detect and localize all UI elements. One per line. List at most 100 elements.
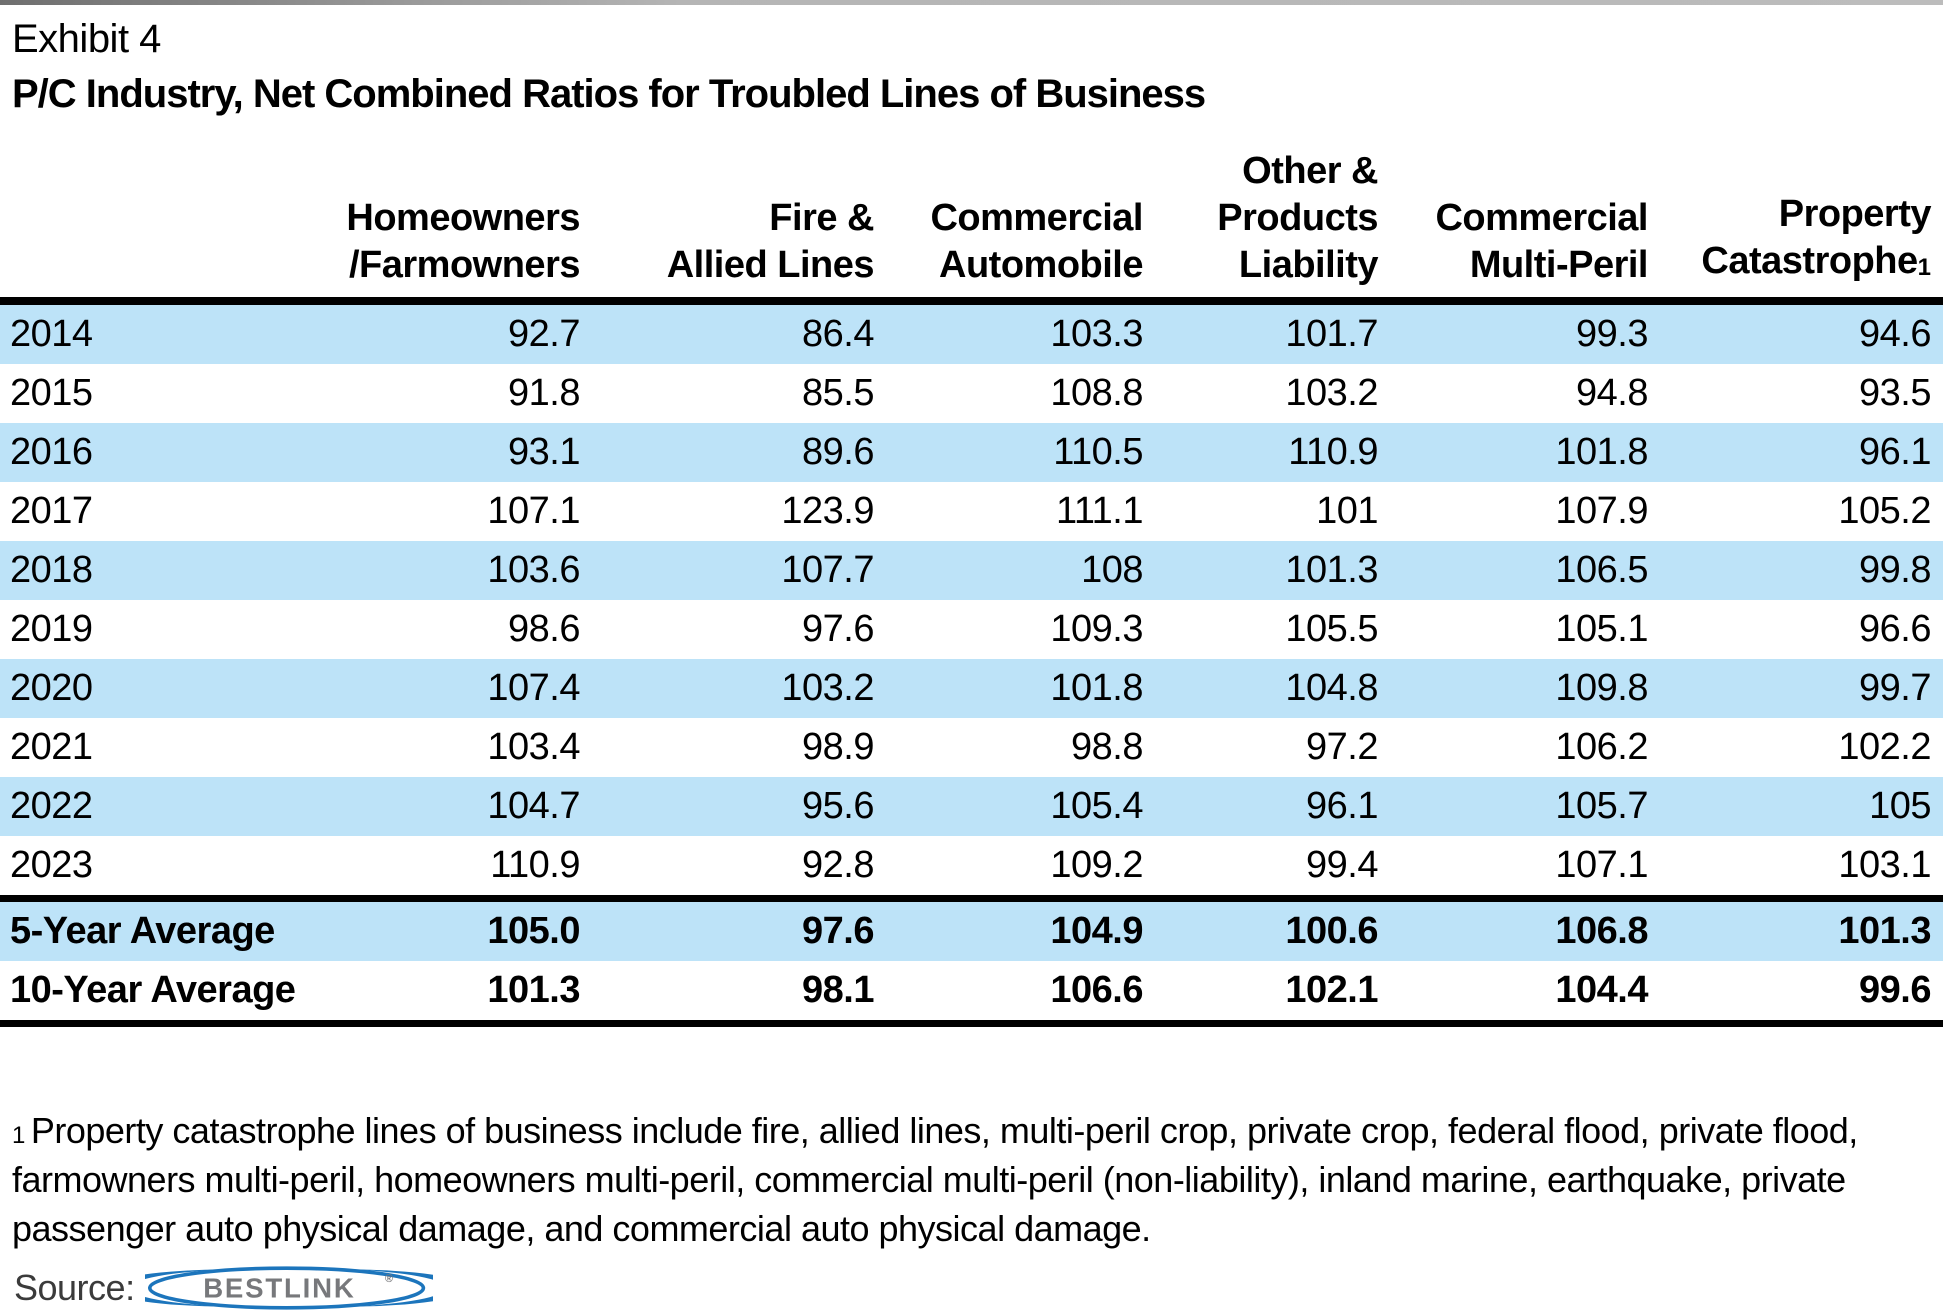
page-title: P/C Industry, Net Combined Ratios for Tr… bbox=[12, 72, 1206, 116]
col-header-line: Catastrophe1 bbox=[1701, 240, 1931, 282]
table-cell: 101.7 bbox=[1285, 313, 1378, 355]
table-cell: 101.3 bbox=[300, 961, 592, 1027]
row-label: 2020 bbox=[10, 667, 93, 709]
col-header-homeowners-farmowners: Homeowners /Farmowners bbox=[300, 117, 592, 305]
table-cell: 105.5 bbox=[1285, 608, 1378, 650]
col-header-commercial-automobile: Commercial Automobile bbox=[886, 117, 1155, 305]
table-cell: 99.3 bbox=[1576, 313, 1648, 355]
table-cell: 104.4 bbox=[1390, 961, 1660, 1027]
table-cell: 101.3 bbox=[1285, 549, 1378, 591]
table-cell: 103.2 bbox=[1285, 372, 1378, 414]
row-label: 2017 bbox=[10, 490, 93, 532]
table-cell: 105.7 bbox=[1555, 785, 1648, 827]
table-cell: 103.3 bbox=[1050, 313, 1143, 355]
table-cell: 107.4 bbox=[487, 667, 580, 709]
table-row: 2022 104.7 95.6 105.4 96.1 105.7 105 bbox=[0, 777, 1943, 836]
table-cell: 106.8 bbox=[1390, 895, 1660, 961]
header-year-column bbox=[0, 117, 300, 305]
table-cell: 94.8 bbox=[1576, 372, 1648, 414]
table-row: 2015 91.8 85.5 108.8 103.2 94.8 93.5 bbox=[0, 364, 1943, 423]
table-cell: 86.4 bbox=[802, 313, 874, 355]
table-cell: 99.7 bbox=[1859, 667, 1931, 709]
table-row: 2018 103.6 107.7 108 101.3 106.5 99.8 bbox=[0, 541, 1943, 600]
table-cell: 91.8 bbox=[508, 372, 580, 414]
table-cell: 98.9 bbox=[802, 726, 874, 768]
table-cell: 92.7 bbox=[508, 313, 580, 355]
table-cell: 96.6 bbox=[1859, 608, 1931, 650]
footnote: 1 Property catastrophe lines of business … bbox=[12, 1107, 1917, 1254]
header-row: Homeowners /Farmowners Fire & Allied Lin… bbox=[0, 117, 1943, 305]
table-cell: 106.6 bbox=[886, 961, 1155, 1027]
row-label: 10-Year Average bbox=[0, 961, 300, 1027]
row-label: 2014 bbox=[10, 313, 93, 355]
row-label: 2023 bbox=[10, 844, 93, 886]
table-cell: 111.1 bbox=[1056, 490, 1143, 532]
table-row: 2021 103.4 98.9 98.8 97.2 106.2 102.2 bbox=[0, 718, 1943, 777]
window-top-edge bbox=[0, 0, 1943, 5]
source-row: Source: BESTLINK ® bbox=[14, 1264, 1943, 1312]
table-cell: 93.5 bbox=[1859, 372, 1931, 414]
table-row: 2014 92.7 86.4 103.3 101.7 99.3 94.6 bbox=[0, 301, 1943, 364]
col-header-line: /Farmowners bbox=[348, 244, 581, 286]
row-label: 2019 bbox=[10, 608, 93, 650]
row-label: 2018 bbox=[10, 549, 93, 591]
table-row: 2016 93.1 89.6 110.5 110.9 101.8 96.1 bbox=[0, 423, 1943, 482]
col-header-line: Allied Lines bbox=[666, 244, 875, 286]
table-cell: 98.6 bbox=[508, 608, 580, 650]
table-cell: 100.6 bbox=[1155, 895, 1390, 961]
col-header-property-catastrophe: Property Catastrophe1 bbox=[1660, 117, 1943, 305]
table-cell: 96.1 bbox=[1859, 431, 1931, 473]
table-cell: 107.7 bbox=[781, 549, 874, 591]
col-header-other-products-liability: Other & Products Liability bbox=[1155, 117, 1390, 305]
table-cell: 107.9 bbox=[1555, 490, 1648, 532]
col-header-line: Products bbox=[1217, 197, 1378, 239]
table-cell: 97.2 bbox=[1306, 726, 1378, 768]
table-cell: 105.1 bbox=[1555, 608, 1648, 650]
col-header-line: Automobile bbox=[939, 244, 1143, 286]
table-cell: 104.7 bbox=[487, 785, 580, 827]
footnote-marker: 1 bbox=[12, 1122, 25, 1149]
table-cell: 101.8 bbox=[1050, 667, 1143, 709]
footnote-marker-superscript: 1 bbox=[1917, 254, 1931, 281]
table-cell: 106.5 bbox=[1555, 549, 1648, 591]
table-cell: 105.0 bbox=[300, 895, 592, 961]
col-header-line: Liability bbox=[1238, 244, 1379, 286]
col-header-line: Fire & bbox=[769, 197, 874, 239]
table-cell: 85.5 bbox=[802, 372, 874, 414]
table-cell: 99.6 bbox=[1660, 961, 1943, 1027]
bestlink-logo: BESTLINK ® bbox=[144, 1266, 433, 1310]
row-label: 2021 bbox=[10, 726, 93, 768]
table-cell: 108 bbox=[1081, 549, 1143, 591]
bestlink-logo-text: BESTLINK bbox=[203, 1272, 355, 1303]
table-cell: 105.4 bbox=[1050, 785, 1143, 827]
table-cell: 103.1 bbox=[1838, 844, 1931, 886]
col-header-line: Multi-Peril bbox=[1469, 244, 1649, 286]
table-cell: 98.1 bbox=[592, 961, 886, 1027]
table-cell: 107.1 bbox=[1555, 844, 1648, 886]
table-cell: 106.2 bbox=[1555, 726, 1648, 768]
col-header-line: Homeowners bbox=[346, 197, 580, 239]
table-cell: 103.2 bbox=[781, 667, 874, 709]
table-cell: 103.4 bbox=[487, 726, 580, 768]
table-cell: 96.1 bbox=[1306, 785, 1378, 827]
table-cell: 104.9 bbox=[886, 895, 1155, 961]
registered-trademark-symbol: ® bbox=[385, 1273, 393, 1285]
source-label: Source: bbox=[14, 1266, 135, 1308]
table-cell: 102.2 bbox=[1838, 726, 1931, 768]
table-cell: 101.3 bbox=[1660, 895, 1943, 961]
table-cell: 110.5 bbox=[1053, 431, 1143, 473]
table-cell: 97.6 bbox=[802, 608, 874, 650]
table-cell: 98.8 bbox=[1071, 726, 1143, 768]
table-cell: 94.6 bbox=[1859, 313, 1931, 355]
combined-ratios-table: Homeowners /Farmowners Fire & Allied Lin… bbox=[0, 117, 1943, 1027]
table-cell: 92.8 bbox=[802, 844, 874, 886]
table-cell: 105.2 bbox=[1838, 490, 1931, 532]
table-cell: 104.8 bbox=[1285, 667, 1378, 709]
table-row: 10-Year Average 101.3 98.1 106.6 102.1 104.4 9… bbox=[0, 961, 1943, 1027]
table-cell: 99.4 bbox=[1306, 844, 1378, 886]
footnote-text: Property catastrophe lines of business i… bbox=[12, 1110, 1858, 1249]
table-cell: 107.1 bbox=[487, 490, 580, 532]
table-cell: 109.2 bbox=[1050, 844, 1143, 886]
table-row: 2023 110.9 92.8 109.2 99.4 107.1 103.1 bbox=[0, 836, 1943, 899]
col-header-line: Commercial bbox=[930, 197, 1143, 239]
